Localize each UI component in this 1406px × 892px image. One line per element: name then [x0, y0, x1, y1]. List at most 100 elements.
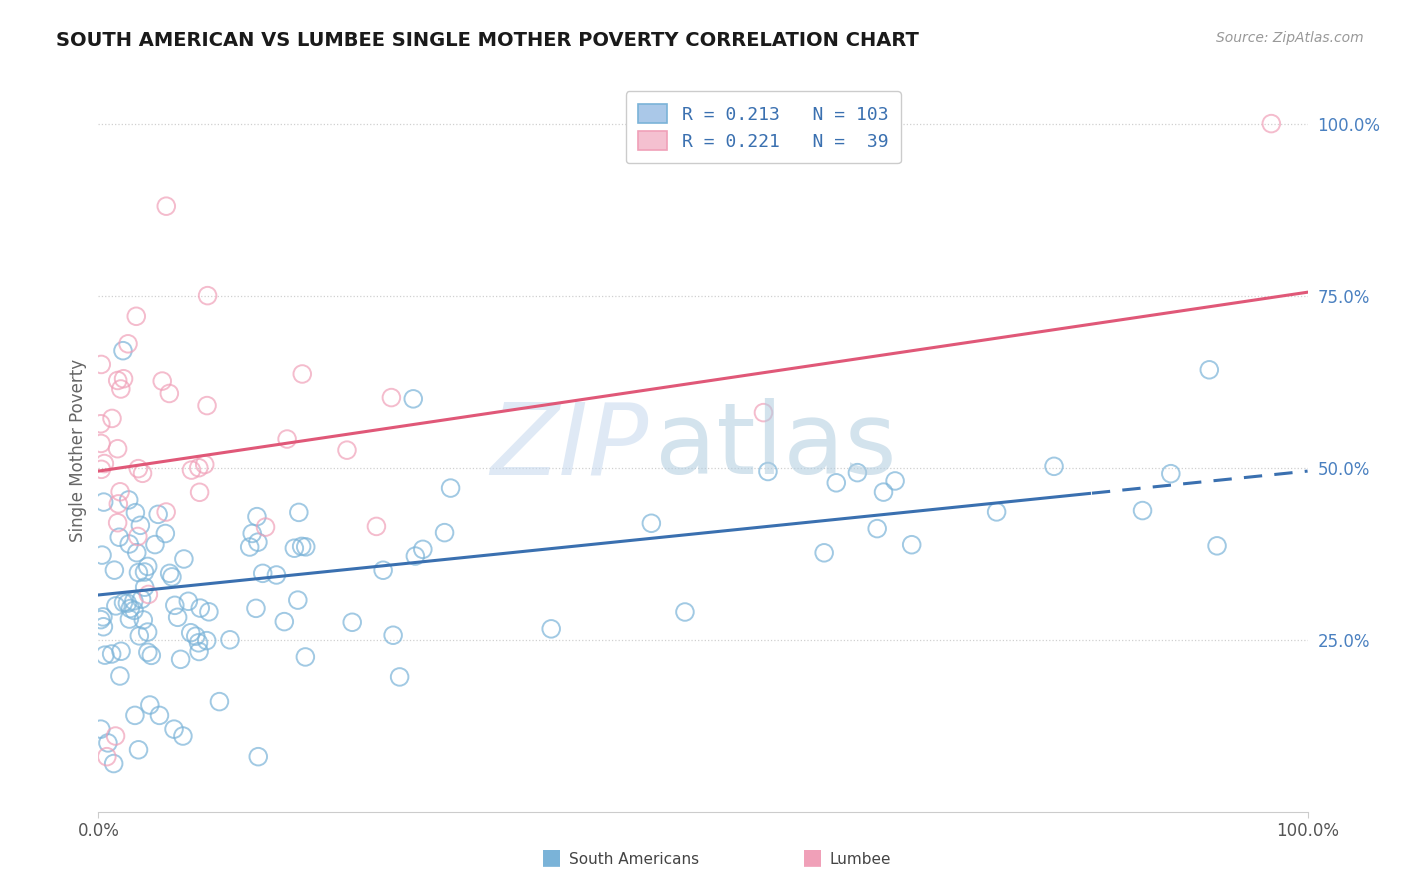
- Point: [131, 467, 153, 481]
- Point: [846, 466, 869, 480]
- Point: [986, 505, 1008, 519]
- Point: [219, 632, 242, 647]
- Point: [155, 526, 177, 541]
- Point: [91, 548, 114, 562]
- Point: [1260, 117, 1282, 131]
- Point: [866, 522, 889, 536]
- Point: [125, 546, 148, 560]
- Point: [160, 570, 183, 584]
- Point: [825, 475, 848, 490]
- Point: [169, 652, 191, 666]
- Point: [150, 374, 173, 388]
- Point: [108, 484, 131, 499]
- Point: [276, 432, 298, 446]
- Point: [388, 670, 411, 684]
- Point: [246, 509, 269, 524]
- Point: [127, 566, 149, 580]
- Point: [124, 708, 146, 723]
- Point: [266, 568, 288, 582]
- Point: [134, 565, 156, 579]
- Point: [294, 649, 316, 664]
- Point: [94, 648, 117, 662]
- Point: [172, 729, 194, 743]
- Point: [342, 615, 364, 630]
- Point: [884, 474, 907, 488]
- Point: [108, 669, 131, 683]
- Point: [273, 615, 295, 629]
- Point: [187, 460, 209, 475]
- Text: ZIP: ZIP: [491, 399, 648, 495]
- Point: [120, 601, 142, 615]
- Point: [294, 540, 316, 554]
- Point: [111, 343, 134, 358]
- Point: [138, 587, 160, 601]
- Point: [640, 516, 662, 531]
- Point: [188, 485, 211, 500]
- Point: [104, 729, 127, 743]
- Point: [239, 540, 262, 554]
- Point: [163, 722, 186, 736]
- Point: [90, 417, 112, 431]
- Point: [117, 596, 139, 610]
- Point: [173, 552, 195, 566]
- Legend: R = 0.213   N = 103, R = 0.221   N =  39: R = 0.213 N = 103, R = 0.221 N = 39: [626, 91, 901, 163]
- Point: [117, 336, 139, 351]
- Point: [125, 310, 148, 324]
- Point: [139, 698, 162, 712]
- Text: Source: ZipAtlas.com: Source: ZipAtlas.com: [1216, 31, 1364, 45]
- Point: [1198, 363, 1220, 377]
- Point: [247, 749, 270, 764]
- Point: [194, 458, 217, 472]
- Point: [148, 708, 170, 723]
- Point: [1132, 503, 1154, 517]
- Point: [93, 495, 115, 509]
- Text: SOUTH AMERICAN VS LUMBEE SINGLE MOTHER POVERTY CORRELATION CHART: SOUTH AMERICAN VS LUMBEE SINGLE MOTHER P…: [56, 31, 920, 50]
- Point: [177, 594, 200, 608]
- Point: [155, 199, 177, 213]
- Point: [673, 605, 696, 619]
- Point: [136, 645, 159, 659]
- Point: [96, 749, 118, 764]
- Point: [287, 593, 309, 607]
- Point: [136, 559, 159, 574]
- Point: [187, 636, 209, 650]
- Point: [412, 542, 434, 557]
- Point: [752, 406, 775, 420]
- Text: ■: ■: [541, 847, 562, 867]
- Point: [756, 465, 779, 479]
- Point: [108, 530, 131, 544]
- Point: [90, 462, 112, 476]
- Point: [107, 442, 129, 456]
- Point: [128, 629, 150, 643]
- Point: [141, 648, 163, 663]
- Point: [1160, 467, 1182, 481]
- Point: [291, 540, 314, 554]
- Point: [157, 386, 180, 401]
- Point: [900, 538, 922, 552]
- Text: South Americans: South Americans: [569, 852, 700, 867]
- Point: [129, 518, 152, 533]
- Point: [291, 367, 314, 381]
- Point: [122, 603, 145, 617]
- Point: [107, 374, 129, 388]
- Point: [382, 628, 405, 642]
- Point: [188, 644, 211, 658]
- Point: [127, 461, 149, 475]
- Point: [110, 382, 132, 396]
- Point: [254, 520, 277, 534]
- Point: [128, 743, 150, 757]
- Point: [131, 592, 153, 607]
- Point: [240, 526, 263, 541]
- Y-axis label: Single Mother Poverty: Single Mother Poverty: [69, 359, 87, 542]
- Point: [380, 391, 402, 405]
- Point: [1043, 459, 1066, 474]
- Text: atlas: atlas: [655, 399, 896, 495]
- Point: [146, 508, 169, 522]
- Point: [252, 566, 274, 581]
- Point: [402, 392, 425, 406]
- Point: [163, 599, 186, 613]
- Point: [439, 481, 461, 495]
- Point: [404, 549, 426, 563]
- Point: [872, 485, 894, 500]
- Point: [93, 457, 115, 471]
